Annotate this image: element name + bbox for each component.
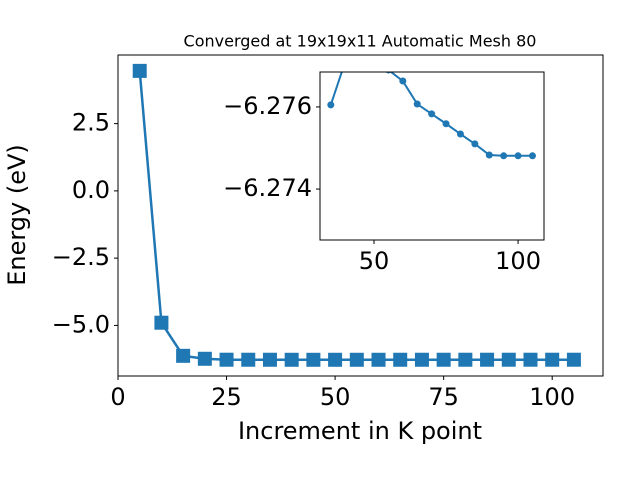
data-point bbox=[501, 352, 516, 367]
data-point bbox=[523, 352, 538, 367]
axes-frame bbox=[319, 71, 545, 241]
data-point bbox=[458, 352, 473, 367]
data-point bbox=[414, 352, 429, 367]
data-point bbox=[566, 352, 581, 367]
data-point bbox=[349, 352, 364, 367]
y-tick-label: −5.0 bbox=[52, 310, 110, 338]
x-tick-label: 50 bbox=[320, 383, 351, 411]
data-point bbox=[485, 151, 493, 159]
y-tick-label: −6.276 bbox=[223, 92, 312, 120]
y-tick-label: 0.0 bbox=[72, 176, 110, 204]
data-point bbox=[154, 315, 169, 330]
data-point bbox=[528, 152, 536, 160]
data-point bbox=[241, 352, 256, 367]
data-point bbox=[393, 352, 408, 367]
data-point bbox=[442, 120, 450, 128]
data-point bbox=[327, 101, 335, 109]
data-point bbox=[284, 352, 299, 367]
data-point bbox=[176, 348, 191, 363]
x-tick-label: 100 bbox=[495, 247, 541, 275]
data-point bbox=[471, 140, 479, 148]
plot-area bbox=[132, 63, 581, 367]
axes-frame bbox=[117, 54, 604, 377]
x-tick-label: 50 bbox=[359, 247, 390, 275]
data-point bbox=[399, 77, 407, 85]
data-point bbox=[328, 352, 343, 367]
data-point bbox=[480, 352, 495, 367]
y-tick-label: 2.5 bbox=[72, 109, 110, 137]
data-point bbox=[306, 352, 321, 367]
y-tick-label: −6.274 bbox=[223, 174, 312, 202]
x-axis-label: Increment in K point bbox=[238, 417, 482, 445]
y-axis-label: Energy (eV) bbox=[3, 144, 31, 286]
data-point bbox=[132, 63, 147, 78]
data-point bbox=[514, 152, 522, 160]
data-point bbox=[428, 110, 436, 118]
x-tick-label: 100 bbox=[529, 383, 575, 411]
data-point bbox=[545, 352, 560, 367]
data-point bbox=[436, 352, 451, 367]
x-tick-label: 25 bbox=[211, 383, 242, 411]
data-point bbox=[219, 352, 234, 367]
y-tick-label: −2.5 bbox=[52, 243, 110, 271]
chart-title: Converged at 19x19x11 Automatic Mesh 80 bbox=[184, 32, 537, 51]
data-point bbox=[456, 130, 464, 138]
data-point bbox=[413, 100, 421, 108]
data-point bbox=[262, 352, 277, 367]
data-point bbox=[197, 351, 212, 366]
plot-area bbox=[327, 72, 536, 160]
data-point bbox=[500, 152, 508, 160]
x-tick-label: 0 bbox=[110, 383, 125, 411]
data-point bbox=[371, 352, 386, 367]
x-tick-label: 75 bbox=[428, 383, 459, 411]
